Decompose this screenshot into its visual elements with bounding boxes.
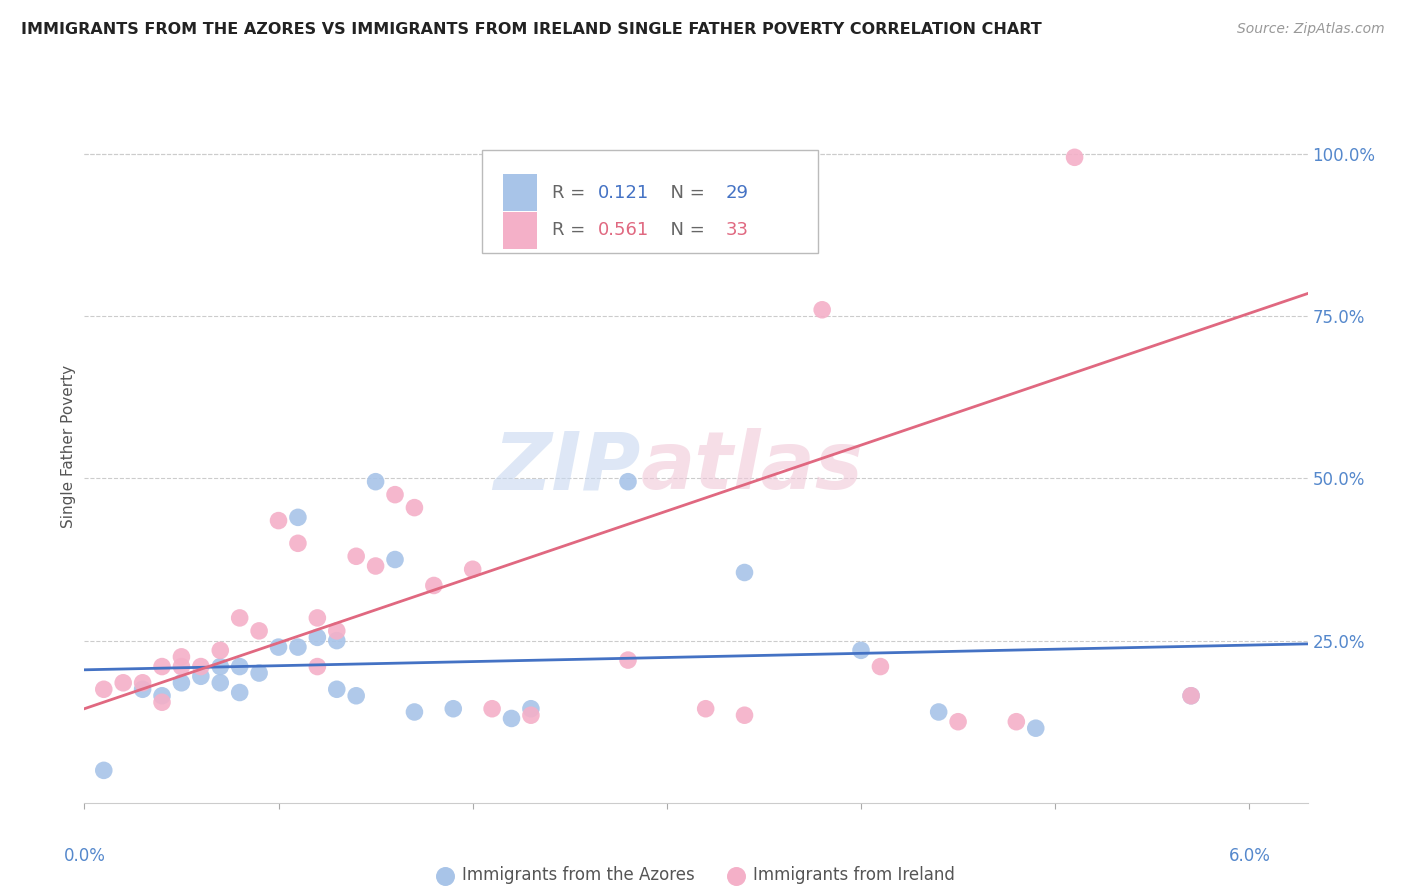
Point <box>326 624 349 638</box>
Point <box>209 643 232 657</box>
Point <box>307 659 329 673</box>
Point <box>404 705 426 719</box>
Text: 0.121: 0.121 <box>598 184 650 202</box>
Point <box>384 488 406 502</box>
Point <box>869 659 891 673</box>
Point <box>1180 689 1202 703</box>
FancyBboxPatch shape <box>482 150 818 253</box>
Point <box>93 682 115 697</box>
Text: 6.0%: 6.0% <box>1229 847 1270 865</box>
Text: R =: R = <box>551 221 591 239</box>
Point <box>209 675 232 690</box>
Point <box>307 611 329 625</box>
Text: atlas: atlas <box>641 428 863 507</box>
Point <box>695 702 717 716</box>
Point <box>287 640 309 654</box>
Point <box>364 559 387 574</box>
Text: N =: N = <box>659 184 711 202</box>
Point <box>190 669 212 683</box>
Point <box>326 682 349 697</box>
Text: 0.0%: 0.0% <box>63 847 105 865</box>
Point <box>247 666 270 681</box>
Point <box>247 624 270 638</box>
Point <box>307 631 329 645</box>
Point <box>267 640 290 654</box>
FancyBboxPatch shape <box>503 174 537 211</box>
Point <box>617 653 640 667</box>
Point <box>93 764 115 778</box>
Point <box>1025 721 1047 735</box>
Point <box>190 659 212 673</box>
Point <box>150 695 173 709</box>
Point <box>734 708 756 723</box>
Point <box>150 689 173 703</box>
Point <box>287 510 309 524</box>
Point <box>734 566 756 580</box>
Point <box>501 711 523 725</box>
Text: Source: ZipAtlas.com: Source: ZipAtlas.com <box>1237 22 1385 37</box>
Point <box>170 649 193 664</box>
Point <box>928 705 950 719</box>
Point <box>617 475 640 489</box>
Legend: Immigrants from the Azores, Immigrants from Ireland: Immigrants from the Azores, Immigrants f… <box>430 860 962 891</box>
Point <box>267 514 290 528</box>
Point <box>364 475 387 489</box>
Point <box>326 633 349 648</box>
Point <box>461 562 484 576</box>
Point <box>423 578 446 592</box>
Text: 29: 29 <box>725 184 748 202</box>
Point <box>112 675 135 690</box>
Point <box>131 682 153 697</box>
Point <box>344 549 367 564</box>
Text: N =: N = <box>659 221 711 239</box>
Text: ZIP: ZIP <box>494 428 641 507</box>
Point <box>441 702 464 716</box>
Text: IMMIGRANTS FROM THE AZORES VS IMMIGRANTS FROM IRELAND SINGLE FATHER POVERTY CORR: IMMIGRANTS FROM THE AZORES VS IMMIGRANTS… <box>21 22 1042 37</box>
Point <box>150 659 173 673</box>
Point <box>1005 714 1028 729</box>
Point <box>344 689 367 703</box>
Point <box>1063 150 1085 164</box>
Point <box>228 611 250 625</box>
Text: R =: R = <box>551 184 591 202</box>
Text: 0.561: 0.561 <box>598 221 650 239</box>
Point <box>404 500 426 515</box>
Point <box>170 675 193 690</box>
FancyBboxPatch shape <box>503 212 537 249</box>
Point <box>520 702 543 716</box>
Point <box>170 659 193 673</box>
Y-axis label: Single Father Poverty: Single Father Poverty <box>60 365 76 527</box>
Point <box>811 302 834 317</box>
Point <box>1180 689 1202 703</box>
Point <box>287 536 309 550</box>
Text: 33: 33 <box>725 221 748 239</box>
Point <box>209 659 232 673</box>
Point <box>228 685 250 699</box>
Point <box>228 659 250 673</box>
Point <box>384 552 406 566</box>
Point <box>481 702 503 716</box>
Point <box>131 675 153 690</box>
Point <box>946 714 969 729</box>
Point <box>849 643 872 657</box>
Point <box>520 708 543 723</box>
